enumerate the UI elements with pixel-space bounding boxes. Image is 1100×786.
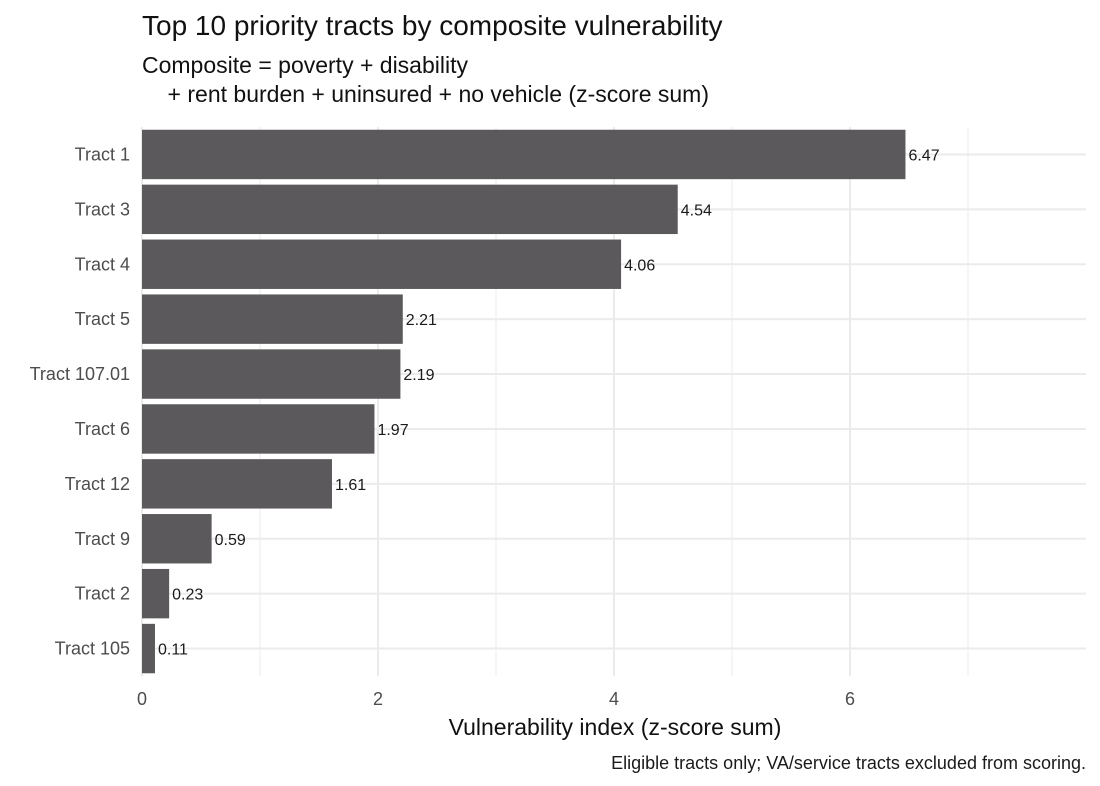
plot-panel: 6.47 4.54 4.06 2.21 2.19 1.97 1.61 0.59 0.23 0.11… bbox=[30, 127, 1086, 709]
bar-value-label: 2.19 bbox=[403, 367, 434, 384]
bar-value-label: 0.23 bbox=[172, 587, 203, 604]
bar-value-label: 4.54 bbox=[681, 202, 712, 219]
y-tick-label: Tract 2 bbox=[75, 584, 130, 604]
y-tick-label: Tract 6 bbox=[75, 419, 130, 439]
x-tick-label: 0 bbox=[137, 689, 147, 709]
y-tick-label: Tract 107.01 bbox=[30, 364, 130, 384]
bar-value-label: 6.47 bbox=[908, 147, 939, 164]
bar-value-label: 1.97 bbox=[377, 422, 408, 439]
bar-value-label: 0.11 bbox=[158, 642, 188, 659]
y-tick-label: Tract 9 bbox=[75, 529, 130, 549]
y-tick-label: Tract 12 bbox=[65, 474, 130, 494]
bar-value-label: 0.59 bbox=[215, 532, 246, 549]
chart-subtitle-line-1: Composite = poverty + disability bbox=[142, 52, 468, 78]
bar bbox=[142, 239, 622, 289]
x-axis-title: Vulnerability index (z-score sum) bbox=[449, 714, 782, 740]
bar bbox=[142, 568, 170, 619]
bar bbox=[142, 129, 906, 180]
bar-value-label: 1.61 bbox=[335, 477, 366, 494]
bar bbox=[142, 623, 155, 674]
chart-caption: Eligible tracts only; VA/service tracts … bbox=[611, 753, 1086, 773]
bar-value-label: 4.06 bbox=[624, 257, 655, 274]
bar-value-label: 2.21 bbox=[406, 312, 437, 329]
bar bbox=[142, 404, 375, 454]
x-tick-label: 6 bbox=[845, 689, 855, 709]
category-labels: Tract 1 Tract 3 Tract 4 Tract 5 Tract 107.01… bbox=[30, 144, 130, 658]
x-axis-ticks: 0 2 4 6 bbox=[137, 689, 855, 709]
bar bbox=[142, 184, 678, 235]
bars bbox=[142, 129, 906, 674]
bar bbox=[142, 459, 332, 509]
y-tick-label: Tract 105 bbox=[55, 639, 130, 659]
x-tick-label: 2 bbox=[373, 689, 383, 709]
bar bbox=[142, 294, 403, 344]
y-tick-label: Tract 5 bbox=[75, 309, 130, 329]
chart-title: Top 10 priority tracts by composite vuln… bbox=[142, 10, 722, 41]
bar bbox=[142, 514, 212, 564]
y-tick-label: Tract 3 bbox=[75, 199, 130, 219]
value-labels: 6.47 4.54 4.06 2.21 2.19 1.97 1.61 0.59 0.23 0.11 bbox=[158, 147, 940, 658]
bar bbox=[142, 349, 401, 399]
y-tick-label: Tract 1 bbox=[75, 144, 130, 164]
x-tick-label: 4 bbox=[609, 689, 619, 709]
chart-subtitle-line-2: + rent burden + uninsured + no vehicle (… bbox=[142, 81, 709, 107]
y-tick-label: Tract 4 bbox=[75, 254, 130, 274]
